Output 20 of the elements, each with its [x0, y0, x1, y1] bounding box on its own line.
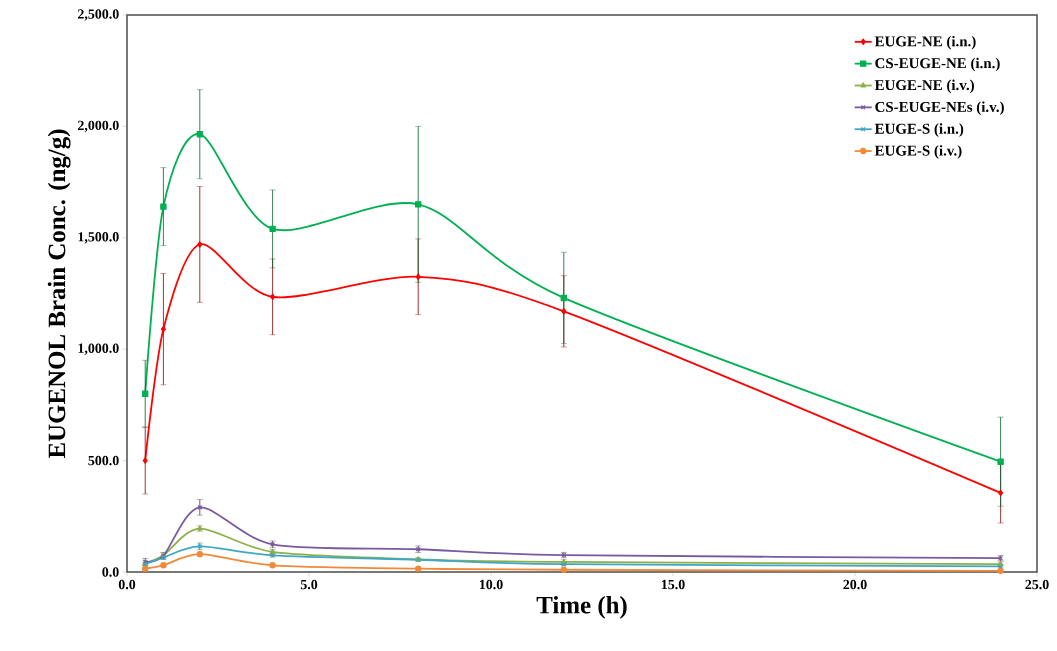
x-tick-label: 0.0: [118, 579, 136, 590]
y-tick-label: 0.0: [102, 567, 119, 577]
y-tick-label: 2,000.0: [77, 120, 119, 133]
x-tick-label: 10.0: [479, 579, 503, 590]
x-tick-label: 5.0: [300, 579, 318, 590]
legend-label: EUGE-S (i.n.): [874, 123, 964, 137]
legend-label: EUGE-S (i.v.): [874, 145, 962, 159]
y-tick-label: 500.0: [88, 455, 119, 466]
y-axis-title: EUGENOL Brain Conc. (ng/g): [47, 129, 71, 459]
y-tick-label: 1,000.0: [78, 343, 119, 355]
x-tick-label: 15.0: [661, 579, 685, 590]
x-tick-label: 20.0: [843, 579, 867, 590]
x-tick-label: 25.0: [1025, 579, 1049, 590]
y-tick-label: 1,500.0: [78, 232, 119, 244]
legend-label: EUGE-NE (i.n.): [874, 35, 976, 50]
legend-label: CS-EUGE-NE (i.n.): [875, 57, 1000, 72]
y-tick-label: 2,500.0: [77, 9, 119, 21]
legend-label: CS-EUGE-NEs (i.v.): [875, 101, 1004, 115]
legend-label: EUGE-NE (i.v.): [874, 79, 974, 94]
x-axis-title: Time (h): [536, 596, 627, 619]
